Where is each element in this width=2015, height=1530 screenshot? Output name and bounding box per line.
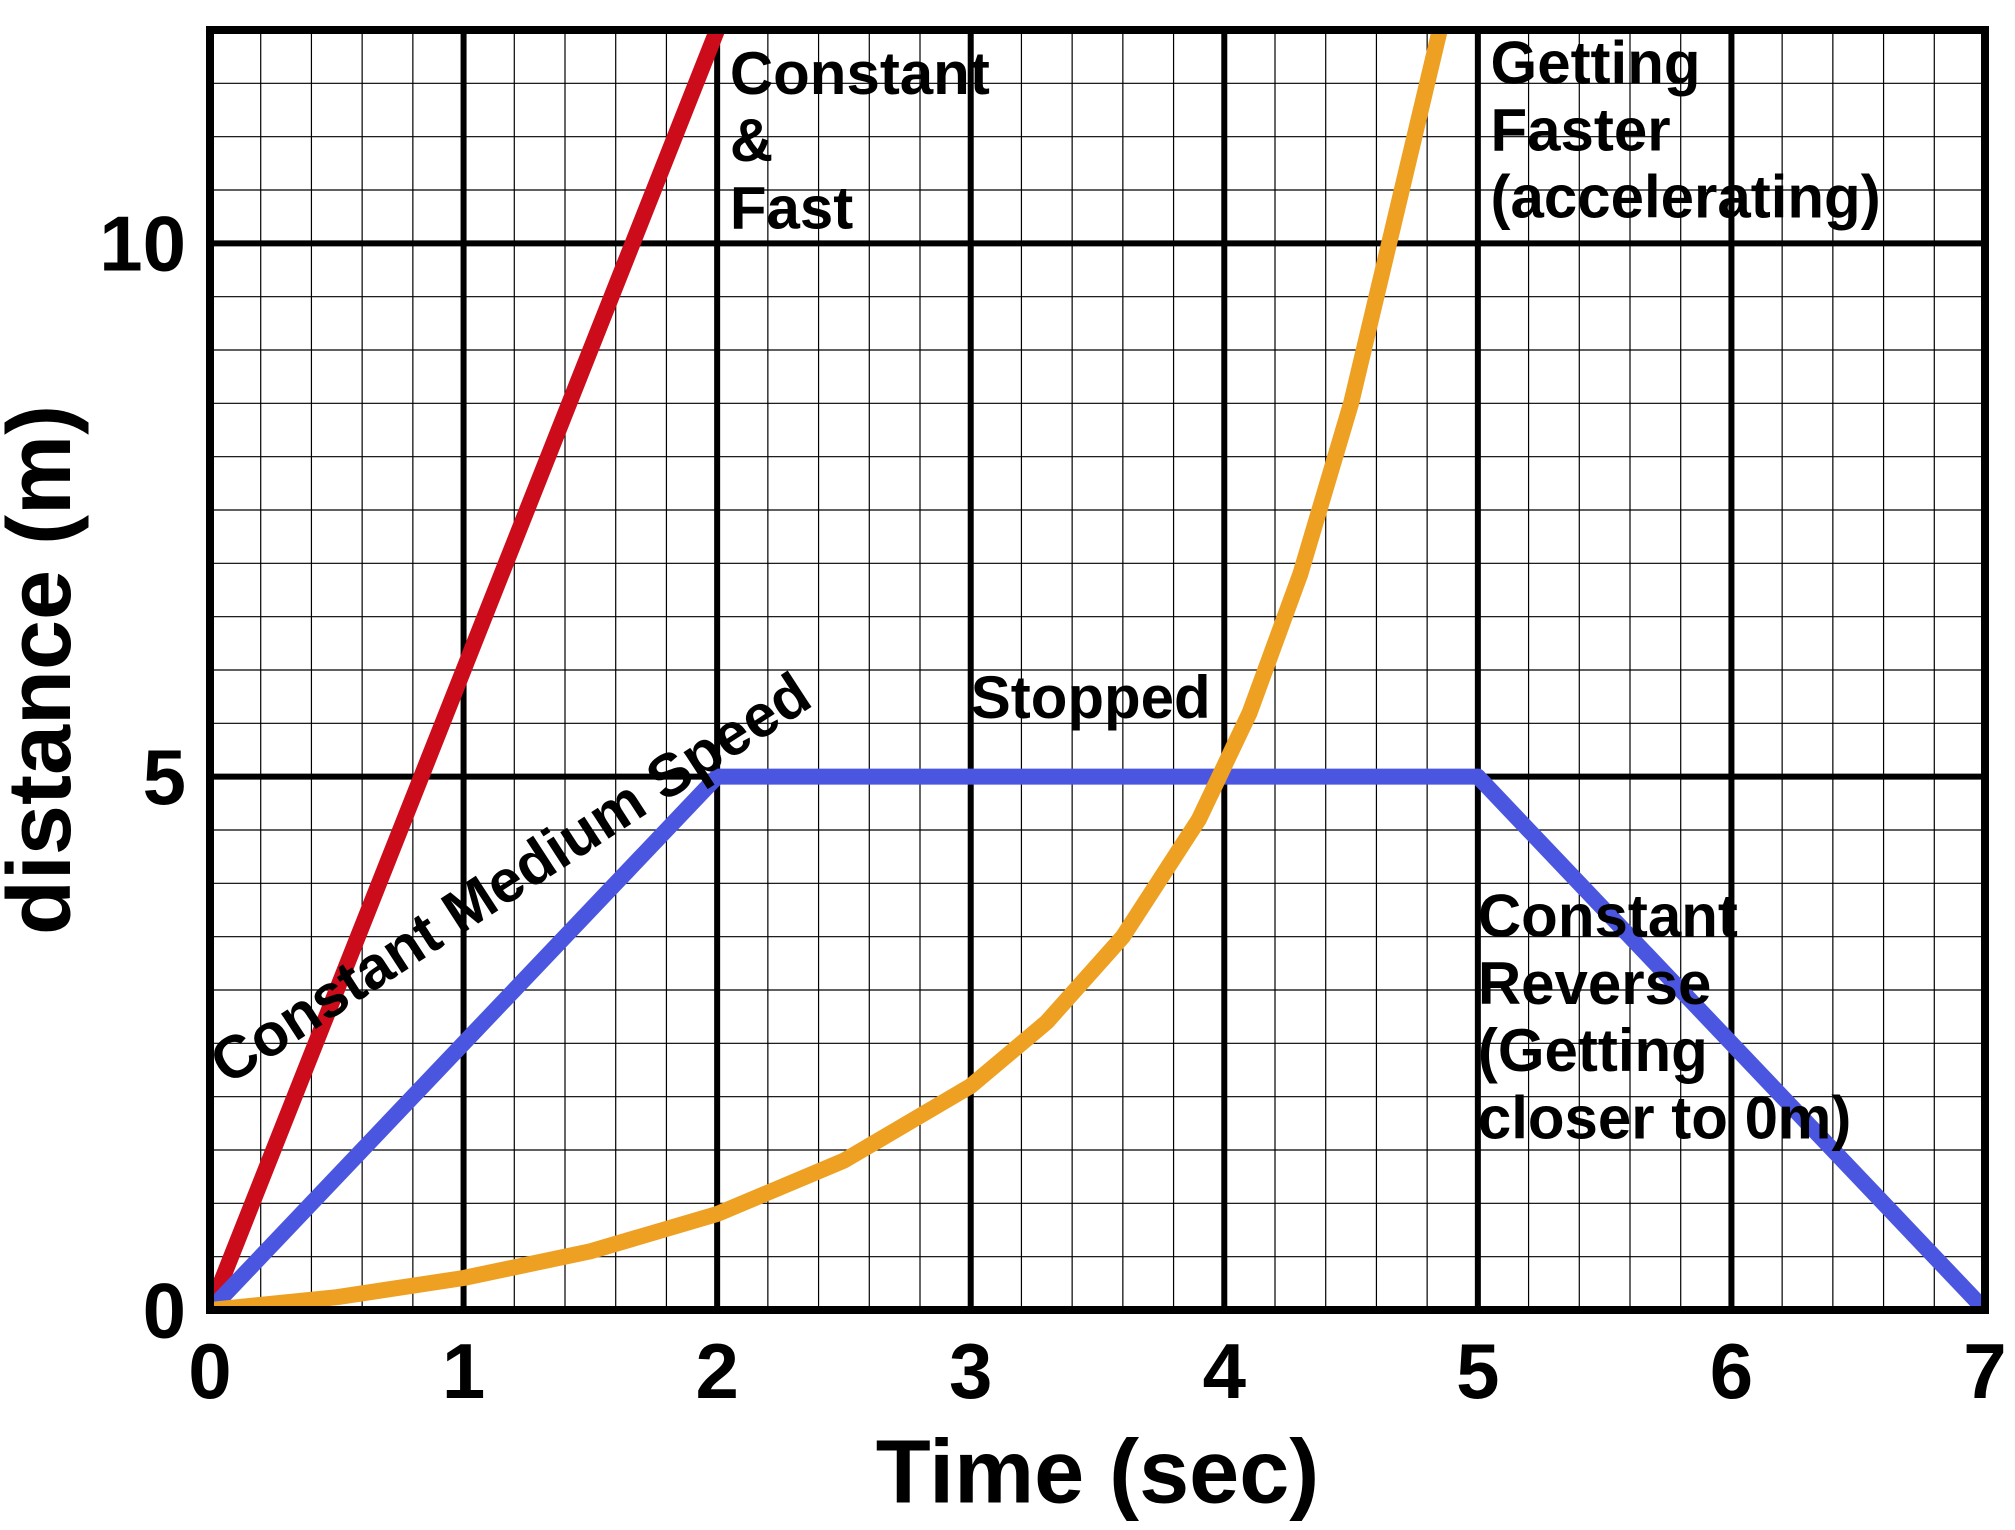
stopped-label-line-0: Stopped	[971, 664, 1211, 731]
x-tick-3: 3	[949, 1327, 992, 1415]
distance-time-chart: Constant&FastConstant Medium SpeedStoppe…	[0, 0, 2015, 1530]
x-tick-4: 4	[1203, 1327, 1246, 1415]
x-tick-6: 6	[1710, 1327, 1753, 1415]
x-tick-7: 7	[1963, 1327, 2006, 1415]
x-tick-1: 1	[442, 1327, 485, 1415]
constant-fast-label-line-0: Constant	[730, 40, 990, 107]
x-tick-2: 2	[695, 1327, 738, 1415]
stopped-label: Stopped	[971, 664, 1211, 731]
getting-faster-label-line-1: Faster	[1491, 97, 1671, 164]
constant-reverse-label-line-0: Constant	[1478, 883, 1738, 950]
chart-svg: Constant&FastConstant Medium SpeedStoppe…	[0, 0, 2015, 1530]
y-tick-5: 5	[143, 733, 186, 821]
constant-reverse-label-line-1: Reverse	[1478, 950, 1712, 1017]
y-tick-10: 10	[99, 200, 186, 288]
y-axis-label: distance (m)	[0, 405, 90, 935]
x-tick-5: 5	[1456, 1327, 1499, 1415]
getting-faster-label-line-0: Getting	[1491, 29, 1701, 96]
constant-reverse-label-line-2: (Getting	[1478, 1017, 1708, 1084]
constant-reverse-label-line-3: closer to 0m)	[1478, 1084, 1851, 1151]
x-axis-label: Time (sec)	[876, 1423, 1320, 1523]
constant-fast-label-line-2: Fast	[730, 174, 853, 241]
x-tick-0: 0	[188, 1327, 231, 1415]
y-tick-0: 0	[143, 1266, 186, 1354]
getting-faster-label-line-2: (accelerating)	[1491, 164, 1881, 231]
constant-fast-label-line-1: &	[730, 107, 773, 174]
